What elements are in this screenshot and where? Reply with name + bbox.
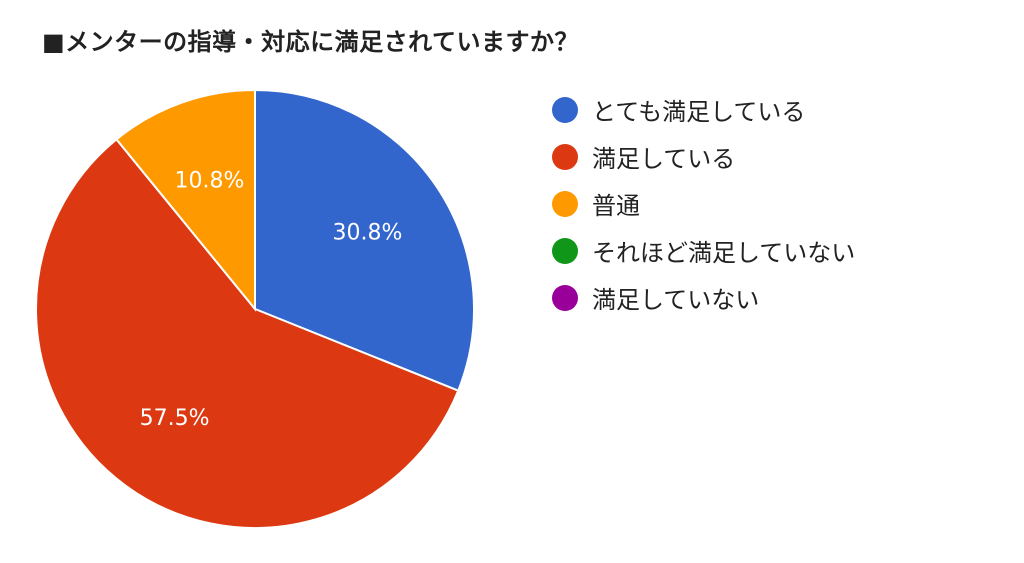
pie-slice-labels: 30.8% 57.5% 10.8% [140,169,403,431]
pie-slice-1 [254,88,475,392]
legend-swatch [552,237,578,264]
slice-label-2: 57.5% [140,406,210,431]
pie-slice-3 [115,88,256,312]
legend-label: 満足していない [592,286,760,314]
chart-title: ■メンターの指導・対応に満足されていますか？ [42,28,579,56]
legend-item: 普通 [552,180,855,227]
legend: とても満足している 満足している 普通それほど満足していない 満足していない [552,86,855,321]
legend-item: とても満足している [552,86,855,133]
legend-swatch [552,143,578,170]
pie-slices [35,88,475,529]
legend-swatch [552,96,578,123]
legend-item: 満足していない [552,274,855,321]
slice-label-3: 10.8% [174,169,244,194]
legend-swatch [552,284,578,311]
legend-label: それほど満足していない [592,239,856,267]
legend-item: それほど満足していない [552,227,855,274]
legend-label: 普通 [592,192,640,220]
legend-label: とても満足している [592,98,806,126]
legend-item: 満足している [552,133,855,180]
slice-label-1: 30.8% [333,220,403,245]
legend-swatch [552,190,578,217]
legend-label: 満足している [592,145,736,173]
pie-slice-2 [35,137,460,529]
